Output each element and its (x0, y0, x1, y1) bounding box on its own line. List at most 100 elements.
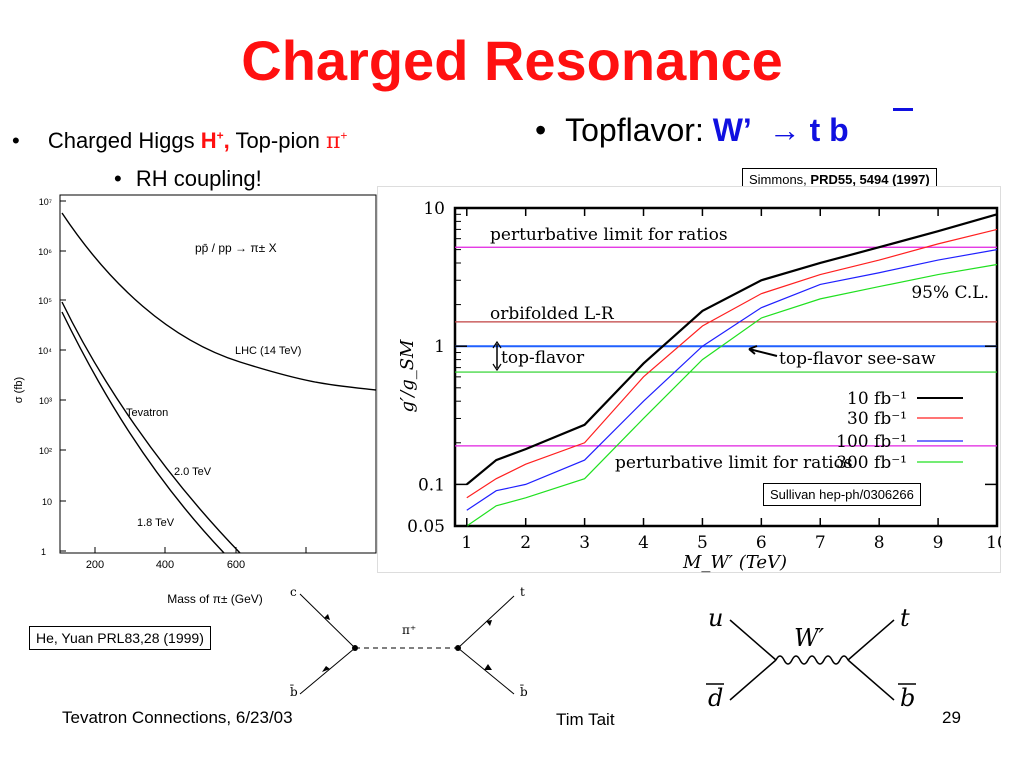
hline-label: top-flavor see-saw (779, 349, 936, 369)
left-xtick-label: 200 (86, 559, 104, 571)
bullet-marker: • (114, 166, 122, 191)
left-ytick-label: 10⁴ (38, 346, 52, 356)
lhc-curve (61, 212, 377, 391)
left-ytick-label: 10⁶ (38, 247, 52, 257)
left-plot-xticks (94, 547, 307, 553)
chart-plot-frame (453, 206, 999, 528)
bullet-comma: , (223, 128, 230, 153)
legend-label: 100 fb⁻¹ (836, 432, 907, 452)
top-flavor-range-arrows (492, 340, 502, 372)
footer-author: Tim Tait (556, 710, 615, 729)
y-tick-label: 0.05 (407, 517, 445, 537)
wprime-coupling-chart: 1 2 3 4 5 6 7 8 9 10 10 1 0.1 0.05 perturbative limit… (397, 199, 1001, 573)
left-ytick-label: 10 (42, 497, 52, 507)
pion-label: π⁺ (402, 623, 416, 637)
decay-arrow: → (768, 112, 801, 148)
ref-he-yuan: He, Yuan PRL83,28 (1999) (29, 626, 211, 650)
quark-bbar-right-label: b̄ (520, 683, 528, 699)
tb-final-state: t b (809, 112, 849, 148)
y-tick-label: 10 (423, 199, 445, 219)
hline-label: perturbative limit for ratios (615, 453, 853, 473)
series-line (466, 213, 998, 486)
legend-label: 300 fb⁻¹ (836, 453, 907, 473)
tevatron-1-8-curve (61, 311, 225, 554)
incoming-u-line (729, 619, 777, 661)
outgoing-bbar-line (457, 647, 515, 695)
higgs-charge: + (216, 128, 224, 143)
left-ytick-label: 10⁷ (39, 197, 52, 207)
left-ytick-label: 10⁵ (38, 296, 52, 306)
incoming-dbar-line (729, 659, 777, 701)
quark-t-label: t (900, 604, 910, 632)
wprime-symbol: W’ (712, 112, 752, 148)
series-line (466, 263, 998, 527)
higgs-symbol: H (200, 128, 217, 153)
pion-symbol: π (325, 129, 341, 154)
ref-simmons: Simmons, PRD55, 5494 (1997) (742, 168, 937, 191)
chart-ylabel: g′/g_SM (397, 339, 418, 413)
series-line (466, 249, 998, 511)
chart-series-lines (466, 213, 998, 527)
slide-title: Charged Resonance (241, 29, 783, 92)
footer-page-number: 29 (942, 708, 961, 727)
left-ytick-label: 10² (39, 446, 52, 456)
cl-label: 95% C.L. (911, 283, 989, 303)
ref-simmons-authors: Simmons, (749, 172, 811, 187)
hline-label: perturbative limit for ratios (490, 225, 728, 245)
legend-label: 30 fb⁻¹ (847, 409, 907, 429)
wprime-feynman-diagram: u t d b W′ (706, 604, 916, 710)
chart-xlabel: M_W′ (TeV) (682, 552, 787, 573)
x-tick-label: 2 (520, 533, 531, 553)
quark-t-label: t (520, 585, 525, 599)
left-xtick-label: 400 (156, 559, 174, 571)
pion-charge: + (340, 128, 348, 143)
outgoing-b-line (847, 659, 895, 701)
tevatron-label: Tevatron (126, 407, 168, 419)
outgoing-t-line (847, 619, 895, 661)
bullet-marker: • (12, 128, 20, 153)
lhc-label: LHC (14 TeV) (235, 345, 301, 357)
outgoing-t-line (457, 595, 515, 649)
wprime-boson-line (775, 655, 849, 665)
quark-bbar-left-label: b̄ (290, 683, 298, 699)
x-tick-label: 8 (874, 533, 885, 553)
bullet-marker: • (535, 112, 547, 148)
x-tick-label: 1 (461, 533, 472, 553)
x-tick-label: 6 (756, 533, 767, 553)
vertex-left (352, 645, 358, 651)
topflavor-text: Topflavor: (565, 112, 713, 148)
left-cross-section-plot: 10⁷ 10⁶ 10⁵ 10⁴ 10³ 10² 10 1 200 400 600… (13, 194, 377, 606)
ref-simmons-journal: PRD55, 5494 (1997) (810, 172, 930, 187)
footer-event: Tevatron Connections, 6/23/03 (62, 708, 293, 727)
x-tick-label: 4 (638, 533, 649, 553)
left-ytick-label: 1 (41, 547, 46, 557)
incoming-bbar-line (299, 647, 356, 695)
left-plot-frame (59, 194, 377, 554)
x-tick-label: 3 (579, 533, 590, 553)
x-tick-label: 5 (697, 533, 708, 553)
sub-bullet-rh: • RH coupling! (114, 166, 262, 192)
hline-label: top-flavor (501, 348, 585, 368)
right-coupling-plot-panel (377, 186, 1001, 573)
quark-b-label: b (900, 684, 915, 710)
sub-bullet-text: RH coupling! (135, 166, 262, 191)
incoming-c-line (299, 593, 356, 649)
ref-sullivan: Sullivan hep-ph/0306266 (763, 483, 921, 506)
left-plot-process-label: pp̄ / pp → π± X (195, 241, 277, 255)
x-tick-label: 7 (815, 533, 826, 553)
tev-2-label: 2.0 TeV (174, 466, 212, 478)
bullet-topflavor: • Topflavor: W’ → t b (535, 112, 849, 149)
left-plot-ylabel: σ (fb) (13, 377, 25, 403)
vertex-right (455, 645, 461, 651)
bullet-charged-higgs: • Charged Higgs H+, Top-pion π+ (12, 128, 347, 154)
quark-u-label: u (708, 604, 723, 632)
chart-reference-lines (455, 246, 997, 447)
quark-dbar-label: d (708, 684, 723, 710)
tevatron-2-0-curve (61, 301, 241, 554)
chart-ticks: 1 2 3 4 5 6 7 8 9 10 10 1 0.1 0.05 (407, 199, 1001, 553)
x-tick-label: 9 (933, 533, 944, 553)
quark-c-label: c (290, 585, 297, 599)
see-saw-pointer-arrow (748, 345, 778, 357)
left-xtick-label: 600 (227, 559, 245, 571)
legend-label: 10 fb⁻¹ (847, 389, 907, 409)
